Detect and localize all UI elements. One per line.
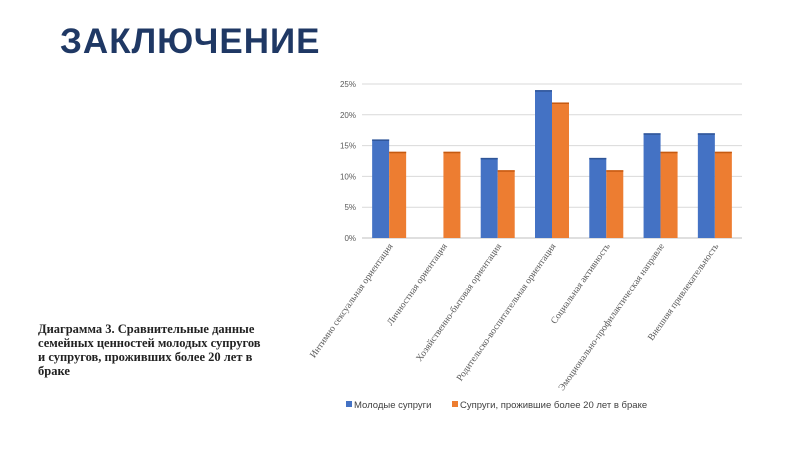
bar-edge <box>589 157 607 160</box>
bar <box>480 157 498 238</box>
x-category-label: Эмоционально-профилактическая направле <box>556 241 667 393</box>
category-labels: Интимно сексуальная ориентацияЛичностная… <box>309 241 722 393</box>
bar-edge <box>389 151 407 154</box>
y-tick-label: 5% <box>344 203 356 212</box>
chart-caption: Диаграмма 3. Сравнительные данные семейн… <box>38 322 261 378</box>
bar <box>589 157 607 238</box>
bar-edge <box>660 151 678 154</box>
bar <box>714 151 732 238</box>
bar <box>606 170 624 238</box>
slide-title: ЗАКЛЮЧЕНИЕ <box>60 22 321 61</box>
bar <box>643 133 661 238</box>
bar-edge <box>443 151 461 154</box>
y-tick-label: 10% <box>340 172 356 181</box>
y-tick-label: 15% <box>340 142 356 151</box>
bar <box>443 151 461 238</box>
bars <box>372 90 732 238</box>
bar-edge <box>643 133 661 135</box>
bar-edge <box>497 170 515 172</box>
x-category-label: Хозяйственно-бытовая ориентация <box>414 241 505 364</box>
bar-edge <box>372 139 390 141</box>
y-axis-ticks: 0% 5% 10% 15% 20% 25% <box>340 80 356 243</box>
bar <box>389 151 407 238</box>
bar <box>497 170 515 238</box>
bar <box>660 151 678 238</box>
bar-edge <box>714 151 732 154</box>
x-category-label: Социальная активность <box>550 241 614 326</box>
legend-label: Молодые супруги <box>354 400 431 411</box>
bar <box>372 139 390 238</box>
bar-edge <box>606 170 624 172</box>
y-tick-label: 25% <box>340 80 356 89</box>
x-category-label: Интимно сексуальная ориентация <box>309 241 396 360</box>
bar <box>535 90 552 238</box>
x-category-label: Родительско-воспитательная ориентация <box>455 241 559 383</box>
legend-swatch <box>452 401 458 407</box>
y-tick-label: 0% <box>344 234 356 243</box>
bar <box>697 133 715 238</box>
y-tick-label: 20% <box>340 111 356 120</box>
bar-edge <box>697 133 715 135</box>
legend-swatch <box>346 401 352 407</box>
legend-label: Супруги, прожившие более 20 лет в браке <box>460 400 647 411</box>
legend: Молодые супруги Супруги, прожившие более … <box>346 400 647 411</box>
bar <box>552 102 569 238</box>
bar-edge <box>552 102 569 104</box>
bar-edge <box>480 157 498 160</box>
bar-edge <box>535 90 552 92</box>
x-category-label: Личностная ориентация <box>386 241 451 327</box>
